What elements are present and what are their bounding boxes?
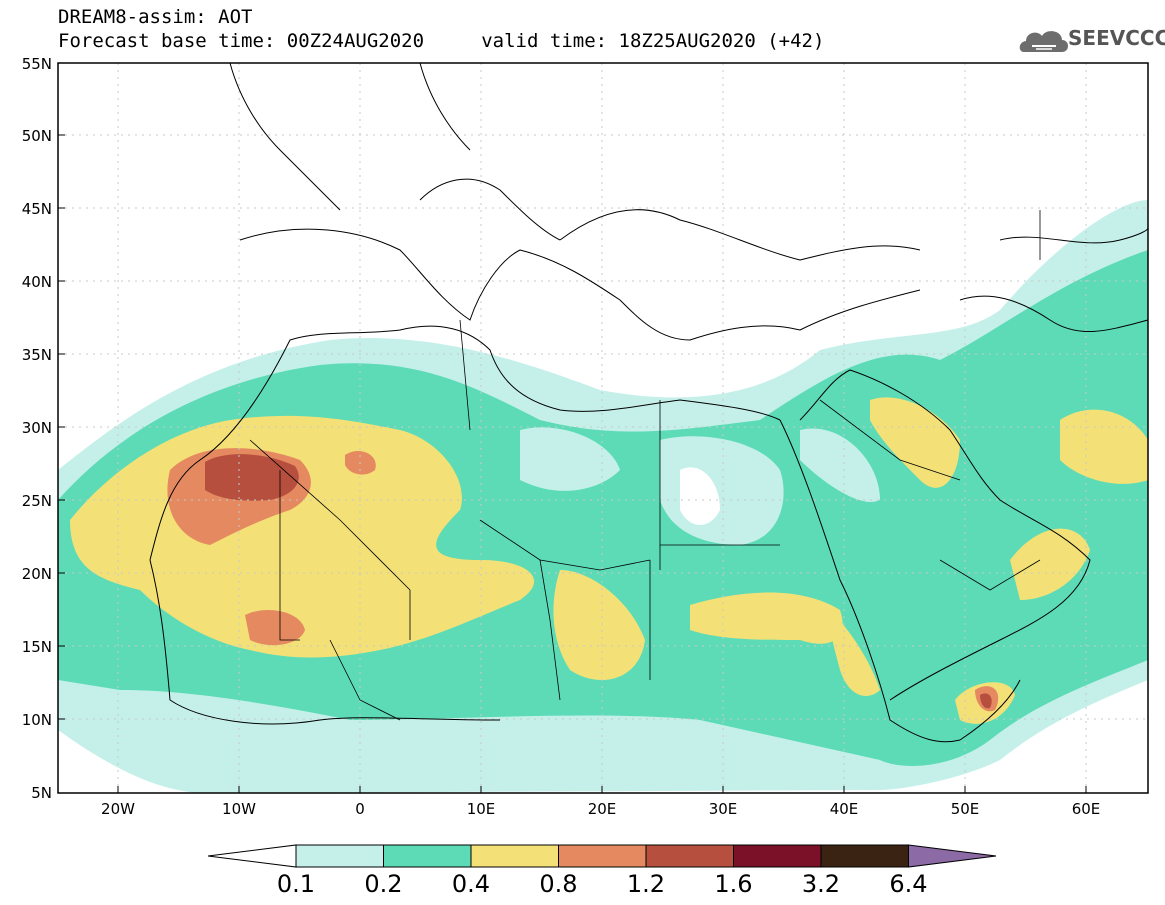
aot-field-0.1-hole-libya — [520, 427, 620, 491]
aot-field-1.2-morocco — [205, 454, 299, 501]
colorbar-above-triangle — [908, 844, 997, 868]
lon-label: 10W — [222, 800, 256, 818]
aot-field-0.8-mali — [245, 610, 305, 646]
colorbar-swatch-6 — [733, 844, 822, 868]
lon-label: 20E — [587, 800, 617, 818]
map-frame — [57, 62, 1149, 794]
lon-label: 50E — [950, 800, 980, 818]
colorbar-label: 0.1 — [276, 870, 316, 898]
colorbar-label: 1.6 — [714, 870, 753, 898]
colorbar — [207, 844, 997, 868]
colorbar-swatch-3 — [470, 844, 559, 868]
colorbar-label: 3.2 — [801, 870, 841, 898]
aot-field-0.4-iran — [1060, 409, 1148, 484]
lat-label: 50N — [21, 127, 52, 145]
aot-field-0.4-sudan — [690, 592, 843, 644]
aot-field-0.1-hole-iraq — [800, 428, 880, 502]
colorbar-swatch-5 — [645, 844, 734, 868]
colorbar-swatch-7 — [820, 844, 909, 868]
graticule — [58, 63, 1148, 793]
chart-title: DREAM8-assim: AOT — [58, 6, 253, 28]
colorbar-swatch-2 — [383, 844, 472, 868]
aot-fields — [58, 200, 1148, 793]
forecast-time-line: Forecast base time: 00Z24AUG2020 valid t… — [58, 30, 825, 52]
lat-label: 20N — [21, 565, 52, 583]
colorbar-label: 0.4 — [451, 870, 491, 898]
lat-label: 25N — [21, 492, 52, 510]
lon-label: 20W — [101, 800, 135, 818]
lat-label: 30N — [21, 419, 52, 437]
aot-field-0.4-redsea — [829, 610, 880, 696]
aot-field-1.2-somalia — [980, 693, 992, 709]
colorbar-label: 0.2 — [364, 870, 403, 898]
colorbar-label: 0.8 — [539, 870, 578, 898]
aot-field-clean-egypt — [680, 467, 720, 525]
lat-label: 55N — [21, 55, 52, 73]
lat-label: 45N — [21, 200, 52, 218]
axis-ticks — [58, 134, 1087, 793]
aot-field-0.4-gulf — [870, 397, 960, 488]
cloud-logo-icon — [1019, 31, 1068, 52]
lon-label: 0 — [355, 800, 365, 818]
lat-label: 10N — [21, 711, 52, 729]
lon-label: 30E — [708, 800, 738, 818]
colorbar-below-triangle — [207, 844, 297, 868]
lat-label: 35N — [21, 346, 52, 364]
aot-field-0.4-chad — [553, 570, 645, 680]
country-borders — [249, 210, 1041, 721]
colorbar-swatch-1 — [295, 844, 384, 868]
coastlines — [149, 63, 1148, 743]
logo-text: SEEVCCC — [1068, 26, 1165, 50]
lat-label: 5N — [31, 784, 52, 802]
aot-field-0.4-oman — [1010, 528, 1090, 600]
lon-label: 60E — [1071, 800, 1101, 818]
colorbar-label: 6.4 — [889, 870, 928, 898]
colorbar-label: 1.2 — [626, 870, 666, 898]
colorbar-swatch-4 — [558, 844, 647, 868]
lon-label: 40E — [829, 800, 859, 818]
lat-label: 15N — [21, 638, 52, 656]
lat-label: 40N — [21, 273, 52, 291]
lon-label: 10E — [466, 800, 496, 818]
